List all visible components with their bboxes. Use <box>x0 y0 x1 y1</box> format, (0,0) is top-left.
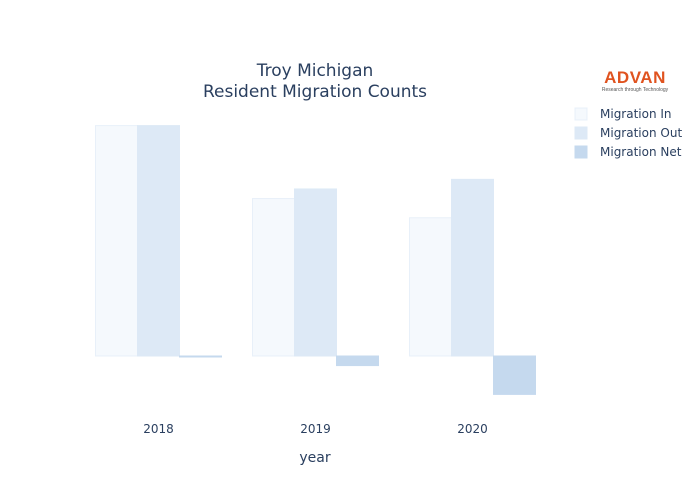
bars-layer <box>95 125 536 395</box>
x-tick-label-2020: 2020 <box>457 422 488 436</box>
chart-title: Troy Michigan Resident Migration Counts <box>203 61 427 102</box>
chart-title-line-2: Resident Migration Counts <box>203 82 427 102</box>
x-tick-label-2018: 2018 <box>143 422 174 436</box>
x-axis-title: year <box>299 450 330 466</box>
legend-item-migration-in[interactable]: Migration In <box>574 107 672 121</box>
x-tick-label-2019: 2019 <box>300 422 331 436</box>
legend-swatch-migration-net <box>574 145 588 159</box>
chart-title-line-1: Troy Michigan <box>256 61 374 81</box>
legend-label-migration-out: Migration Out <box>600 126 682 140</box>
bar-migration-out-2019[interactable] <box>294 188 337 357</box>
legend-swatch-migration-in <box>574 107 588 121</box>
legend-label-migration-in: Migration In <box>600 107 672 121</box>
bar-migration-in-2020[interactable] <box>409 217 452 357</box>
logo-wordmark: ADVAN <box>604 68 666 87</box>
legend-item-migration-net[interactable]: Migration Net <box>574 145 682 159</box>
legend[interactable]: Migration In Migration Out Migration Net <box>574 107 682 159</box>
bar-migration-out-2020[interactable] <box>451 178 494 357</box>
legend-label-migration-net: Migration Net <box>600 145 682 159</box>
bar-migration-net-2018[interactable] <box>179 355 222 358</box>
bar-migration-net-2019[interactable] <box>336 355 379 367</box>
x-axis-ticks: 2018 2019 2020 <box>143 422 488 436</box>
advan-logo: ADVAN Research through Technology <box>602 68 669 93</box>
bar-migration-net-2020[interactable] <box>493 355 536 395</box>
logo-tagline: Research through Technology <box>602 87 669 93</box>
legend-swatch-migration-out <box>574 126 588 140</box>
bar-migration-out-2018[interactable] <box>137 125 180 357</box>
bar-migration-in-2018[interactable] <box>95 125 138 357</box>
legend-item-migration-out[interactable]: Migration Out <box>574 126 682 140</box>
bar-migration-in-2019[interactable] <box>252 198 295 357</box>
